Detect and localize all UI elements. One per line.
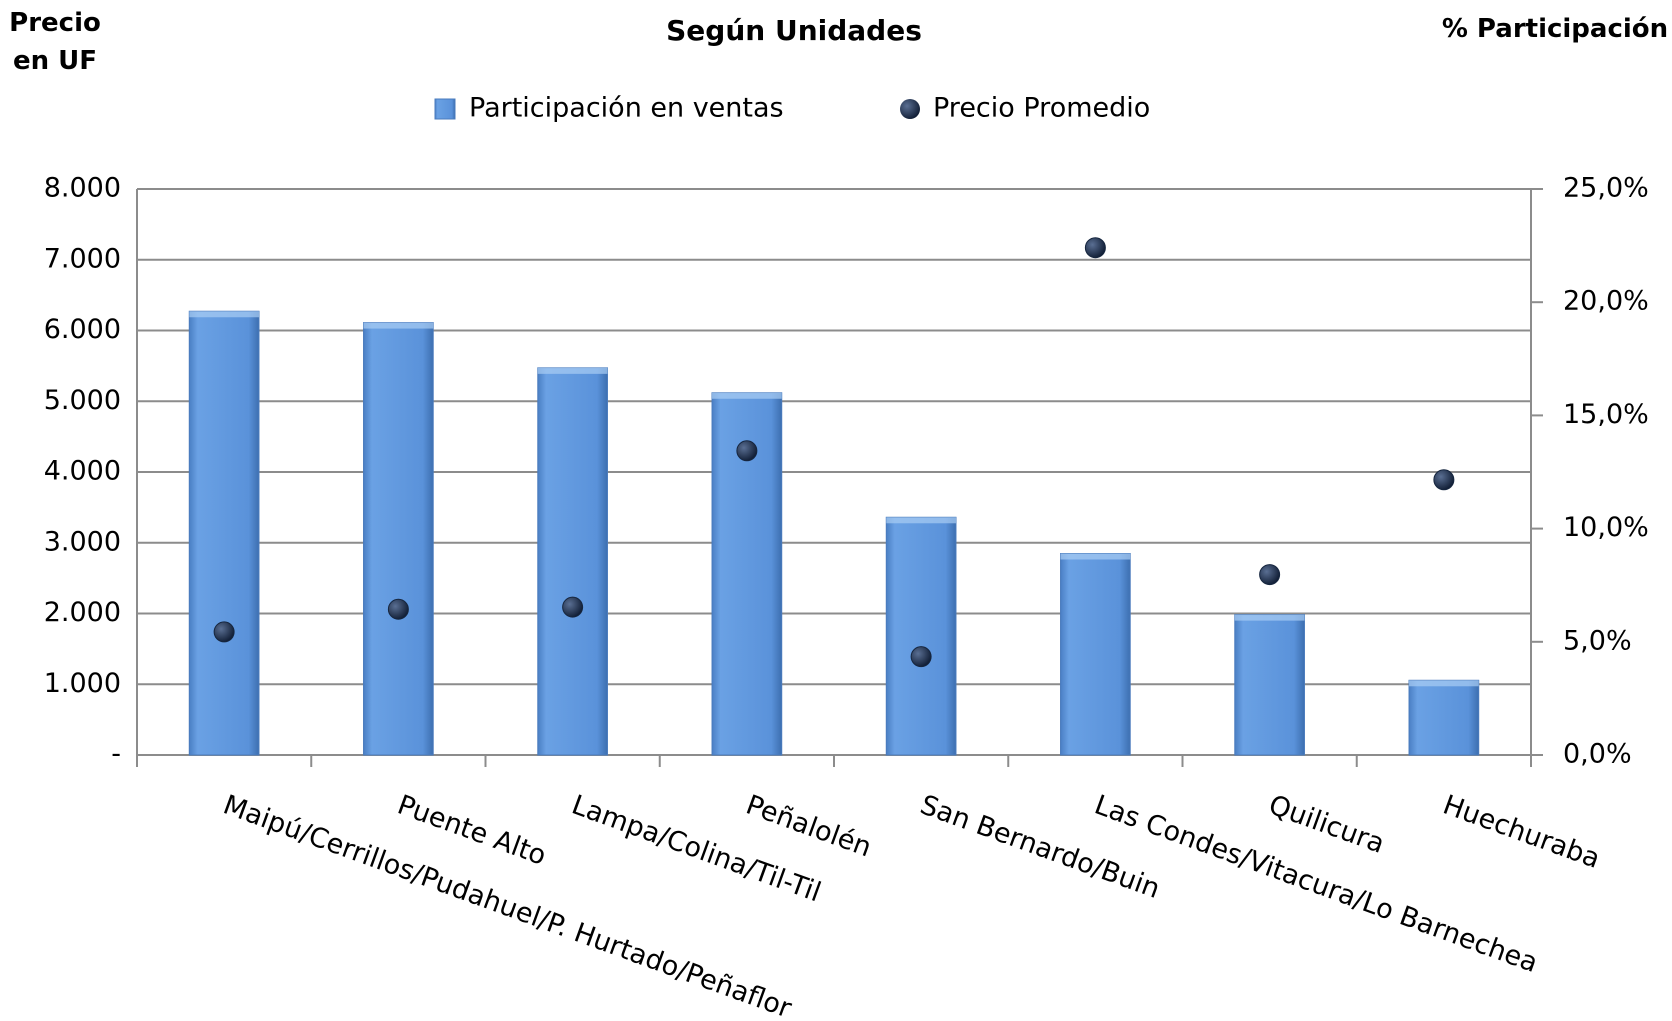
legend-swatch bbox=[900, 99, 920, 119]
dot bbox=[910, 646, 932, 668]
y2-tick-label: 0,0% bbox=[1563, 739, 1632, 770]
bar bbox=[363, 322, 434, 756]
bar-cap bbox=[1234, 614, 1305, 621]
y-tick-label: 5.000 bbox=[44, 385, 121, 416]
bar bbox=[885, 516, 957, 756]
x-tick-label: Quilicura bbox=[1265, 789, 1389, 859]
bar-cap bbox=[1409, 680, 1479, 687]
y-tick-label: 3.000 bbox=[44, 526, 121, 557]
bar bbox=[188, 310, 260, 756]
legend-swatch bbox=[434, 98, 456, 120]
y-axis-title: Precio en UF bbox=[9, 8, 101, 76]
y-tick-label: 6.000 bbox=[44, 314, 121, 345]
bar bbox=[1408, 679, 1480, 756]
bar-cap bbox=[1060, 553, 1131, 560]
y2-axis-title: % Participación bbox=[1441, 14, 1669, 44]
bar-cap bbox=[712, 392, 782, 399]
y2-tick-label: 10,0% bbox=[1563, 512, 1649, 543]
chart-title: Según Unidades bbox=[666, 14, 922, 47]
y2-tick-label: 20,0% bbox=[1563, 286, 1649, 317]
dot bbox=[1259, 564, 1281, 586]
bar bbox=[537, 367, 608, 756]
bar-cap bbox=[886, 517, 956, 524]
y2-tick-label: 15,0% bbox=[1563, 399, 1649, 430]
y-tick-label: - bbox=[111, 739, 121, 770]
dot bbox=[1433, 469, 1455, 491]
legend: Participación en ventas Precio Promedio bbox=[434, 93, 1150, 124]
y-tick-label: 4.000 bbox=[44, 456, 121, 487]
y2-axis-title-box: % Participación bbox=[1441, 14, 1669, 44]
dot bbox=[736, 440, 758, 462]
y-tick-label: 2.000 bbox=[44, 597, 121, 628]
dot bbox=[562, 596, 584, 618]
dot bbox=[387, 598, 409, 620]
legend-label: Participación en ventas bbox=[469, 93, 784, 124]
bar bbox=[1234, 614, 1305, 756]
dot bbox=[213, 621, 235, 643]
x-tick-label: Maipú/Cerrillos/Pudahuel/P. Hurtado/Peña… bbox=[219, 789, 796, 1017]
bar bbox=[1060, 553, 1131, 756]
y-tick-label: 8.000 bbox=[44, 173, 121, 204]
x-tick-label: Peñalolén bbox=[742, 789, 876, 863]
bar-cap bbox=[189, 311, 259, 318]
dot bbox=[1084, 237, 1106, 259]
y2-tick-label: 5,0% bbox=[1563, 625, 1632, 656]
y-tick-label: 7.000 bbox=[44, 243, 121, 274]
legend-label: Precio Promedio bbox=[933, 93, 1150, 124]
y-axis-title-box: Precio en UF bbox=[9, 8, 101, 76]
bar-cap bbox=[537, 367, 608, 374]
bar-cap bbox=[363, 322, 434, 329]
y2-tick-label: 25,0% bbox=[1563, 173, 1649, 204]
x-tick-label: Huechuraba bbox=[1439, 789, 1604, 874]
y-tick-label: 1.000 bbox=[44, 668, 121, 699]
